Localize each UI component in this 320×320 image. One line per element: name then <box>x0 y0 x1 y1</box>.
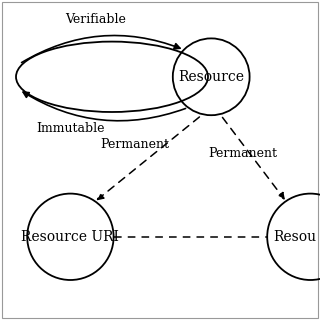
FancyBboxPatch shape <box>2 2 318 318</box>
Text: Resource: Resource <box>178 70 244 84</box>
Text: Permanent: Permanent <box>100 138 169 150</box>
Text: Verifiable: Verifiable <box>66 13 126 26</box>
Text: Resource URI: Resource URI <box>21 230 119 244</box>
Text: Permanent: Permanent <box>209 147 278 160</box>
Text: Immutable: Immutable <box>36 122 105 134</box>
Text: Resou: Resou <box>273 230 316 244</box>
